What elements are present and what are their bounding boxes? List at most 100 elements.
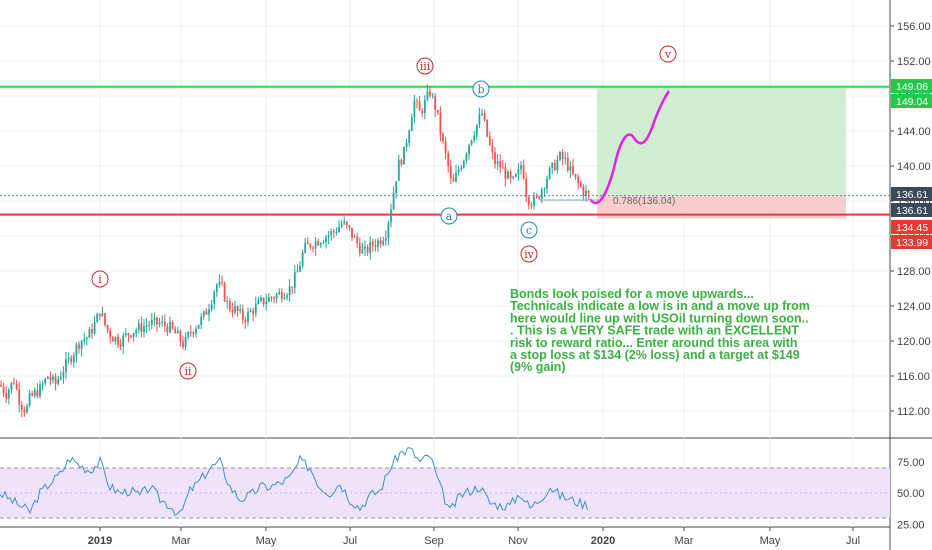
wave-label-b: b <box>477 83 484 96</box>
candle-body <box>140 323 143 332</box>
candle-body <box>184 336 187 348</box>
candle-body <box>85 337 88 340</box>
time-axis[interactable]: 2019 Mar May Jul Sep Nov 2020 Mar May Jul <box>88 527 860 547</box>
candle-body <box>343 221 346 224</box>
wave-label-iv: iv <box>524 248 535 261</box>
candle-body <box>561 152 564 160</box>
wave-label-a: a <box>446 210 453 223</box>
candle-body <box>46 376 49 379</box>
rsi-line <box>0 447 588 516</box>
candle-body <box>119 344 122 347</box>
candle-body <box>299 266 301 272</box>
candle-body <box>293 271 296 288</box>
price-tag <box>891 79 932 93</box>
price-tag <box>891 187 932 201</box>
candle-body <box>538 196 541 199</box>
candle-body <box>462 160 465 168</box>
wave-circle <box>659 45 677 63</box>
candle-body <box>153 317 156 320</box>
candle-body <box>98 313 101 317</box>
candle-body <box>130 335 132 337</box>
candle-body <box>148 324 151 326</box>
candle-body <box>314 241 317 249</box>
candle-body <box>200 316 203 325</box>
fib-level[interactable]: 0.786(136.04) <box>540 196 675 207</box>
candle-body <box>93 322 96 334</box>
candle-body <box>416 100 418 102</box>
annotation-text[interactable]: Bonds look poised for a move upwards...T… <box>510 287 810 374</box>
candle-body <box>421 110 424 114</box>
price-tag-label: 136.61 <box>896 205 928 217</box>
candle-body <box>405 142 408 147</box>
candle-body <box>143 326 145 332</box>
candles <box>0 84 590 418</box>
candle-body <box>587 190 590 193</box>
candle-body <box>356 236 359 244</box>
candle-body <box>114 336 117 342</box>
candle-body <box>135 330 138 334</box>
candle-body <box>317 241 320 246</box>
candle-body <box>117 336 119 345</box>
candle-body <box>179 330 182 342</box>
price-tag <box>891 203 932 217</box>
candle-body <box>221 281 223 284</box>
target-zone <box>597 86 846 196</box>
candle-body <box>187 332 190 337</box>
candle-body <box>566 157 569 171</box>
candle-body <box>241 309 244 320</box>
candle-body <box>387 222 390 238</box>
candle-body <box>379 240 382 245</box>
time-tick-label: Mar <box>172 535 191 547</box>
candle-body <box>522 165 525 179</box>
candle-body <box>494 152 496 165</box>
candle-body <box>514 174 517 177</box>
candle-body <box>62 372 65 378</box>
candle-body <box>262 297 265 305</box>
candle-body <box>392 192 395 210</box>
candle-body <box>166 326 169 333</box>
candle-body <box>2 386 5 394</box>
price-tag-label: 149.04 <box>896 96 928 108</box>
candle-body <box>559 152 561 161</box>
projection-path[interactable] <box>588 90 671 205</box>
candle-body <box>137 323 140 331</box>
time-tick-label: May <box>256 535 277 547</box>
candle-body <box>205 311 208 315</box>
candle-body <box>330 231 333 236</box>
candle-body <box>345 221 348 226</box>
candle-body <box>358 243 361 254</box>
candle-body <box>67 357 70 360</box>
candle-body <box>520 165 522 170</box>
price-tick-label: 112.00 <box>897 406 930 418</box>
projection-line <box>588 90 671 205</box>
candle-body <box>236 306 239 312</box>
candle-body <box>28 393 31 406</box>
candle-body <box>577 176 580 183</box>
candle-body <box>304 242 307 253</box>
price-tag-label: 136.61 <box>896 189 928 201</box>
candle-body <box>340 223 343 227</box>
candle-body <box>556 160 559 171</box>
wave-circle <box>179 362 197 380</box>
wave-circle <box>520 245 538 263</box>
candle-body <box>278 292 281 295</box>
candle-body <box>41 383 44 385</box>
candle-body <box>265 301 268 305</box>
candle-body <box>527 197 530 205</box>
candle-body <box>306 242 309 245</box>
candle-body <box>20 404 23 410</box>
candle-body <box>156 317 158 325</box>
candle-body <box>444 140 447 154</box>
candle-body <box>52 376 54 381</box>
candle-body <box>434 95 437 110</box>
price-tag <box>891 235 932 249</box>
rsi-tick-label: 50.00 <box>897 488 925 500</box>
candle-body <box>452 178 455 182</box>
time-tick-label: 2020 <box>591 535 615 547</box>
candle-body <box>353 236 356 238</box>
candle-body <box>213 291 216 305</box>
candle-body <box>260 297 262 301</box>
wave-circle <box>440 207 458 225</box>
